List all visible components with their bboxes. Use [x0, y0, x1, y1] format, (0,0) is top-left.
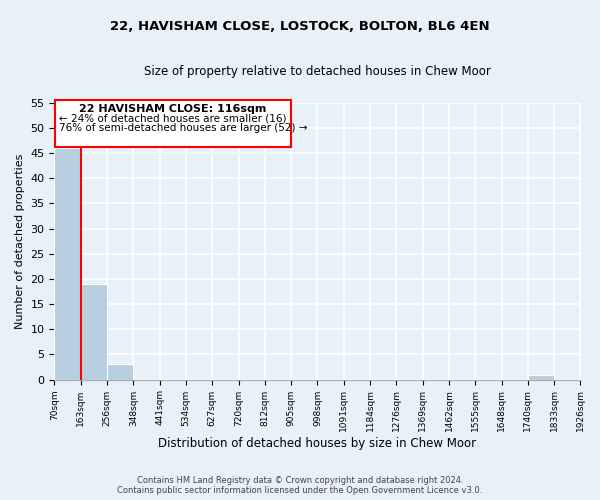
Text: 22 HAVISHAM CLOSE: 116sqm: 22 HAVISHAM CLOSE: 116sqm — [79, 104, 267, 114]
Bar — [55, 148, 81, 380]
Bar — [107, 364, 133, 380]
Title: Size of property relative to detached houses in Chew Moor: Size of property relative to detached ho… — [144, 65, 491, 78]
Bar — [528, 374, 554, 380]
Text: ← 24% of detached houses are smaller (16): ← 24% of detached houses are smaller (16… — [59, 114, 286, 124]
Y-axis label: Number of detached properties: Number of detached properties — [15, 154, 25, 329]
Text: 76% of semi-detached houses are larger (52) →: 76% of semi-detached houses are larger (… — [59, 123, 307, 133]
FancyBboxPatch shape — [55, 100, 291, 147]
Text: 22, HAVISHAM CLOSE, LOSTOCK, BOLTON, BL6 4EN: 22, HAVISHAM CLOSE, LOSTOCK, BOLTON, BL6… — [110, 20, 490, 33]
X-axis label: Distribution of detached houses by size in Chew Moor: Distribution of detached houses by size … — [158, 437, 476, 450]
Bar — [81, 284, 107, 380]
Text: Contains HM Land Registry data © Crown copyright and database right 2024.
Contai: Contains HM Land Registry data © Crown c… — [118, 476, 482, 495]
